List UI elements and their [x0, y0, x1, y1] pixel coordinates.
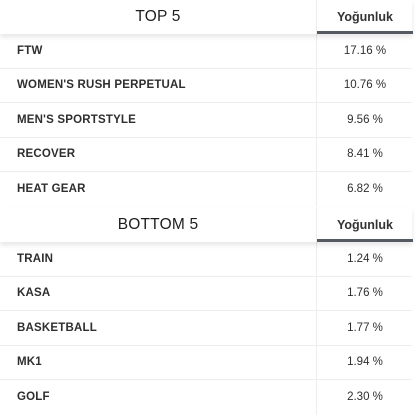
row-label: TRAIN	[17, 252, 54, 265]
row-label: RECOVER	[17, 148, 76, 161]
row-value: 1.77 %	[316, 311, 413, 345]
top-5-header: TOP 5 Yoğunluk	[0, 0, 413, 34]
table-row: WOMEN'S RUSH PERPETUAL 10.76 %	[0, 68, 413, 103]
bottom-5-table: BOTTOM 5 Yoğunluk TRAIN 1.24 % KASA 1.76…	[0, 208, 413, 415]
row-label: MK1	[17, 356, 42, 369]
row-label: GOLF	[17, 391, 50, 404]
row-value: 1.94 %	[316, 345, 413, 379]
row-label: FTW	[17, 44, 43, 57]
row-label: MEN'S SPORTSTYLE	[17, 113, 137, 126]
bottom-5-header: BOTTOM 5 Yoğunluk	[0, 208, 413, 242]
bottom-5-rows: TRAIN 1.24 % KASA 1.76 % BASKETBALL 1.77…	[0, 242, 412, 415]
row-value: 2.30 %	[316, 380, 413, 415]
top-5-title: TOP 5	[135, 8, 181, 25]
table-row: TRAIN 1.24 %	[0, 242, 412, 277]
row-value: 1.76 %	[316, 276, 413, 310]
row-label: KASA	[17, 287, 51, 300]
table-row: RECOVER 8.41 %	[0, 137, 413, 172]
table-row: MK1 1.94 %	[0, 345, 413, 380]
table-row: KASA 1.76 %	[0, 276, 413, 311]
table-row: MEN'S SPORTSTYLE 9.56 %	[0, 103, 412, 138]
top-5-density-column-header[interactable]: Yoğunluk	[316, 0, 413, 34]
row-value: 9.56 %	[316, 103, 413, 137]
table-row: BASKETBALL 1.77 %	[0, 311, 412, 346]
table-row: GOLF 2.30 %	[0, 380, 412, 415]
row-label: WOMEN'S RUSH PERPETUAL	[17, 79, 186, 92]
row-label: BASKETBALL	[17, 321, 97, 334]
row-label: HEAT GEAR	[17, 183, 86, 196]
table-row: FTW 17.16 %	[0, 34, 412, 69]
table-row: HEAT GEAR 6.82 %	[0, 172, 412, 207]
row-value: 10.76 %	[316, 68, 413, 102]
row-value: 1.24 %	[316, 242, 413, 276]
row-value: 17.16 %	[316, 34, 413, 68]
row-value: 6.82 %	[316, 172, 413, 207]
row-value: 8.41 %	[316, 137, 413, 171]
top-5-table: TOP 5 Yoğunluk FTW 17.16 % WOMEN'S RUSH …	[0, 0, 413, 207]
top-5-rows: FTW 17.16 % WOMEN'S RUSH PERPETUAL 10.76…	[0, 34, 412, 207]
bottom-5-density-column-header[interactable]: Yoğunluk	[316, 208, 413, 242]
bottom-5-title: BOTTOM 5	[117, 216, 199, 233]
